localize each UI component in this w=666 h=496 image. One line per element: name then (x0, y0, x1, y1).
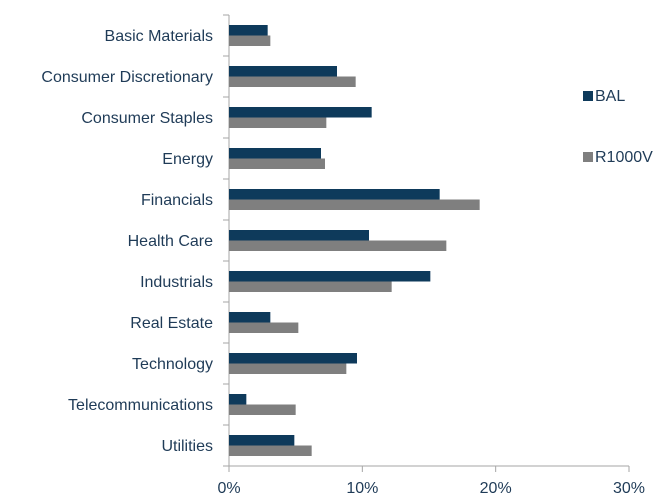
bar-bal-energy (229, 148, 321, 159)
bar-bal-health-care (229, 230, 369, 241)
legend-label-bal: BAL (595, 88, 625, 105)
category-labels: Basic Materials Consumer Discretionary Con… (41, 28, 213, 455)
bar-bal-basic-materials (229, 25, 268, 36)
bar-bal-industrials (229, 271, 431, 282)
category-label: Energy (162, 151, 213, 168)
bar-r1000v-financials (229, 199, 480, 210)
bar-r1000v-industrials (229, 281, 392, 292)
category-label: Telecommunications (68, 397, 213, 414)
bar-bal-real-estate (229, 312, 271, 323)
bar-r1000v-telecommunications (229, 404, 296, 415)
bar-r1000v-energy (229, 158, 325, 169)
x-tick-label: 10% (346, 480, 378, 496)
bar-bal-telecommunications (229, 394, 247, 405)
category-label: Technology (132, 356, 213, 373)
x-tick-label: 30% (613, 480, 645, 496)
category-label: Utilities (161, 438, 213, 455)
legend-swatch-r1000v (583, 152, 593, 162)
bar-bal-consumer-staples (229, 107, 372, 118)
bar-bal-technology (229, 353, 357, 364)
legend-label-r1000v: R1000V (595, 149, 653, 166)
legend: BAL R1000V (583, 88, 653, 166)
x-tick-label: 20% (480, 480, 512, 496)
category-label: Basic Materials (105, 28, 213, 45)
category-label: Consumer Discretionary (41, 69, 213, 86)
category-label: Health Care (128, 233, 213, 250)
bar-r1000v-utilities (229, 445, 312, 456)
bar-r1000v-consumer-discretionary (229, 76, 356, 87)
category-label: Consumer Staples (81, 110, 213, 127)
tick-labels: 0% 10% 20% 30% (217, 480, 645, 496)
category-label: Financials (141, 192, 213, 209)
bar-r1000v-consumer-staples (229, 117, 327, 128)
legend-swatch-bal (583, 91, 593, 101)
x-tick-label: 0% (217, 480, 240, 496)
bar-bal-financials (229, 189, 440, 200)
bar-bal-utilities (229, 435, 295, 446)
category-label: Industrials (140, 274, 213, 291)
bar-r1000v-real-estate (229, 322, 299, 333)
bars (229, 25, 480, 456)
bar-bal-consumer-discretionary (229, 66, 337, 77)
category-label: Real Estate (130, 315, 213, 332)
bar-r1000v-basic-materials (229, 35, 271, 46)
bar-r1000v-technology (229, 363, 347, 374)
bar-r1000v-health-care (229, 240, 447, 251)
